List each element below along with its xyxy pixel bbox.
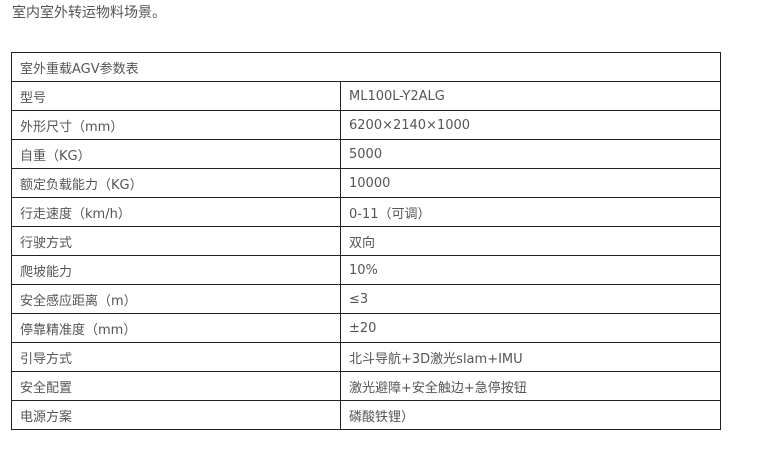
param-name: 行走速度（km/h） <box>11 197 341 227</box>
intro-text: 室内室外转运物料场景。 <box>12 5 166 21</box>
table-row: 行驶方式 双向 <box>11 226 721 256</box>
param-name: 额定负载能力（KG） <box>11 168 341 198</box>
param-name: 型号 <box>11 81 341 111</box>
param-value: ±20 <box>340 313 721 343</box>
param-value: ML100L-Y2ALG <box>340 81 721 111</box>
param-name: 电源方案 <box>11 400 341 430</box>
table-row: 引导方式 北斗导航+3D激光slam+IMU <box>11 342 721 372</box>
param-name: 安全感应距离（m） <box>11 284 341 314</box>
table-row: 自重（KG） 5000 <box>11 139 721 169</box>
table-row: 安全配置 激光避障+安全触边+急停按钮 <box>11 371 721 401</box>
param-value: 双向 <box>340 226 721 256</box>
param-value: 磷酸铁锂） <box>340 400 721 430</box>
table-title-row: 室外重载AGV参数表 <box>11 52 721 82</box>
param-value: ≤3 <box>340 284 721 314</box>
param-name: 外形尺寸（mm） <box>11 110 341 140</box>
table-row: 爬坡能力 10% <box>11 255 721 285</box>
param-value: 6200×2140×1000 <box>340 110 721 140</box>
param-name: 安全配置 <box>11 371 341 401</box>
table-row: 停靠精准度（mm） ±20 <box>11 313 721 343</box>
param-name: 爬坡能力 <box>11 255 341 285</box>
table-title: 室外重载AGV参数表 <box>11 52 721 82</box>
param-value: 激光避障+安全触边+急停按钮 <box>340 371 721 401</box>
table-row: 行走速度（km/h） 0-11（可调） <box>11 197 721 227</box>
param-name: 引导方式 <box>11 342 341 372</box>
param-value: 0-11（可调） <box>340 197 721 227</box>
param-name: 自重（KG） <box>11 139 341 169</box>
param-name: 行驶方式 <box>11 226 341 256</box>
table-row: 额定负载能力（KG） 10000 <box>11 168 721 198</box>
param-value: 5000 <box>340 139 721 169</box>
table-row: 型号 ML100L-Y2ALG <box>11 81 721 111</box>
param-name: 停靠精准度（mm） <box>11 313 341 343</box>
param-value: 10% <box>340 255 721 285</box>
param-value: 10000 <box>340 168 721 198</box>
table-row: 安全感应距离（m） ≤3 <box>11 284 721 314</box>
table-row: 电源方案 磷酸铁锂） <box>11 400 721 430</box>
param-value: 北斗导航+3D激光slam+IMU <box>340 342 721 372</box>
table-row: 外形尺寸（mm） 6200×2140×1000 <box>11 110 721 140</box>
agv-spec-table: 室外重载AGV参数表 型号 ML100L-Y2ALG 外形尺寸（mm） 6200×21… <box>11 52 721 430</box>
